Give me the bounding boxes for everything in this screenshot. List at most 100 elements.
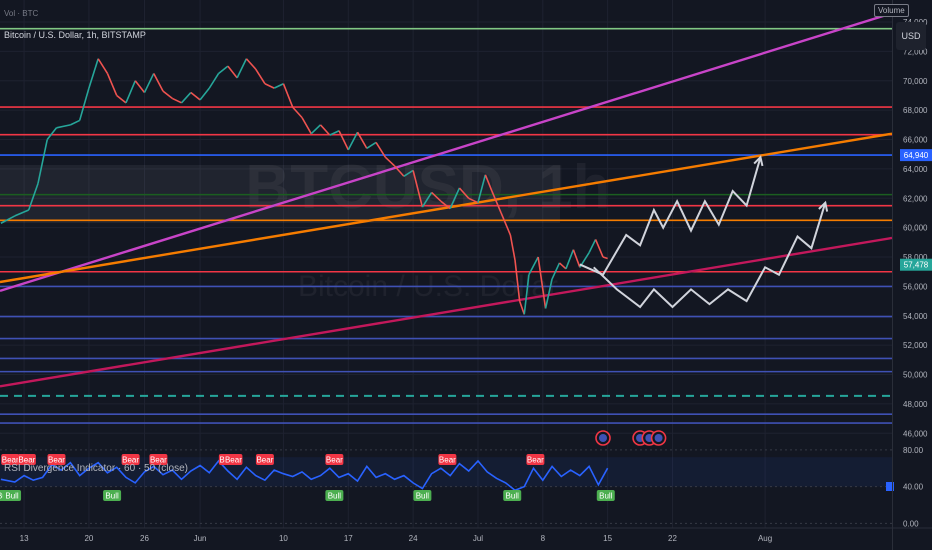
price-tick-label: 72,000 (903, 47, 928, 56)
price-segment (125, 80, 136, 104)
price-segment (56, 124, 71, 129)
time-tick-label: 22 (668, 534, 677, 543)
price-segment (208, 73, 220, 89)
price-segment (491, 190, 502, 214)
bear-signal-tag (224, 454, 243, 465)
rsi-tick-label: 40.00 (903, 483, 924, 492)
bear-signal-label: Bear (527, 456, 544, 465)
price-segment (514, 259, 521, 302)
event-markers (595, 430, 667, 446)
price-segment (245, 58, 257, 70)
time-tick-label: 17 (344, 534, 353, 543)
time-tick-label: 8 (541, 534, 546, 543)
price-segment (375, 142, 387, 158)
bear-signal-tag (17, 454, 36, 465)
price-segment (88, 58, 99, 89)
time-tick-label: 15 (603, 534, 612, 543)
rsi-panel (0, 449, 892, 524)
price-tick-label: 68,000 (903, 106, 928, 115)
volume-button[interactable]: Volume (874, 4, 909, 17)
bear-signal-label: Bear (439, 456, 456, 465)
price-segment (468, 197, 479, 204)
price-segment (572, 249, 581, 268)
time-tick-label: Aug (758, 534, 772, 543)
bull-signal-label: Bull (328, 492, 342, 501)
rsi-title: RSI Divergence Indicator · 60 · 50 (clos… (4, 463, 188, 474)
rsi-tag (886, 482, 894, 491)
price-segment (227, 65, 238, 79)
price-segment (180, 92, 192, 104)
price-segment (544, 278, 553, 309)
price-segment (143, 73, 155, 93)
projection-up-path-arrowhead (753, 155, 764, 167)
price-segment (218, 65, 229, 75)
rsi-signals: Bear Bear Bear Bear Bear Bear Bear Bear Bear Bear… (0, 454, 615, 501)
projection-down-path-arrowhead (818, 200, 829, 212)
price-segment (338, 130, 349, 151)
price-segment (27, 183, 39, 211)
price-tick-label: 54,000 (903, 312, 928, 321)
price-tick-label: 60,000 (903, 224, 928, 233)
trend-lines (0, 12, 892, 388)
price-segment (310, 124, 322, 135)
price-segment (431, 191, 442, 202)
bull-signal-label: Bull (599, 492, 613, 501)
price-segment (440, 200, 451, 210)
currency-button[interactable]: USD (896, 22, 926, 50)
price-segment (347, 131, 359, 151)
price-segment (558, 262, 567, 270)
bear-signal-tag (255, 454, 274, 465)
price-segment (78, 87, 90, 121)
price-tick-label: 56,000 (903, 282, 928, 291)
price-segment (484, 174, 493, 192)
time-tick-label: 24 (409, 534, 418, 543)
bear-signal-label: Bear (326, 456, 343, 465)
rsi-axis: 80.00 40.00 0.00 (903, 446, 924, 529)
price-segment (518, 300, 526, 315)
projection-up-path (579, 156, 762, 276)
price-tick-label: 52,000 (903, 341, 928, 350)
price-segment (412, 170, 424, 208)
price-segment (594, 239, 604, 258)
price-segment (528, 256, 539, 276)
price-tick-label: 64,000 (903, 165, 928, 174)
trend-line (0, 132, 892, 284)
price-segment (449, 187, 461, 209)
price-segment (46, 127, 58, 141)
symbol-title[interactable]: Bitcoin / U.S. Dollar, 1h, BITSTAMP (4, 30, 146, 40)
price-segment (190, 91, 201, 101)
price-segment (537, 256, 547, 309)
price-segment (134, 80, 146, 94)
price-segment (500, 212, 512, 236)
level-price-tag: 64,940 (904, 151, 929, 160)
price-segment (319, 124, 331, 136)
price-tick-label: 62,000 (903, 194, 928, 203)
price-segment (162, 90, 173, 100)
price-segment (509, 234, 516, 261)
bear-signal-label: Bear (122, 456, 139, 465)
time-tick-label: 10 (279, 534, 288, 543)
price-segment (171, 97, 182, 104)
price-segment (37, 139, 49, 184)
price-segment (477, 174, 487, 203)
price-segment (393, 165, 405, 177)
price-segment (301, 117, 312, 135)
time-tick-label: Jun (194, 534, 207, 543)
bull-signal-tag (325, 490, 344, 501)
price-segment (403, 169, 414, 177)
price-segment (329, 130, 340, 136)
projection-paths (579, 155, 829, 309)
bear-signal-tag (1, 454, 20, 465)
price-segment (153, 73, 164, 92)
bear-signal-label: Bear (2, 456, 19, 465)
price-segment (273, 83, 284, 89)
time-tick-label: 20 (84, 534, 93, 543)
volume-indicator-label: Vol · BTC (4, 9, 39, 18)
price-scale-panel[interactable] (892, 0, 932, 550)
price-segment (14, 209, 30, 217)
price-segment (458, 187, 470, 199)
price-segment (421, 191, 433, 208)
bull-signal-tag (103, 490, 122, 501)
price-segment (292, 106, 303, 119)
